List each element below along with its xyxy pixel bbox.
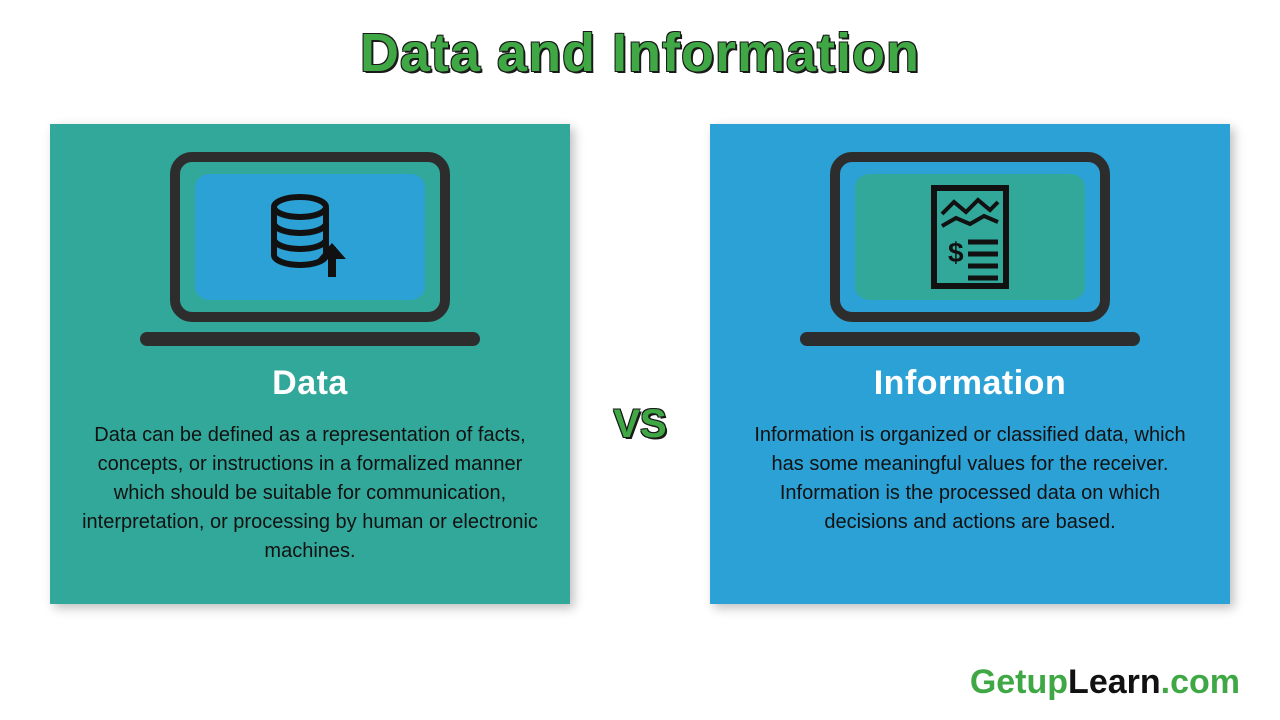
information-body-text: Information is organized or classified d… <box>742 421 1198 537</box>
information-card: $ Information Information is organized o… <box>710 124 1230 604</box>
watermark-part1: Getup <box>970 663 1068 701</box>
comparison-row: Data Data can be defined as a representa… <box>0 84 1280 604</box>
laptop-screen <box>195 174 425 300</box>
laptop-illustration-left <box>140 152 480 346</box>
data-heading: Data <box>272 364 348 403</box>
laptop-frame: $ <box>830 152 1110 322</box>
data-card: Data Data can be defined as a representa… <box>50 124 570 604</box>
database-upload-icon <box>260 187 360 287</box>
laptop-illustration-right: $ <box>800 152 1140 346</box>
page-title: Data and Information <box>0 0 1280 84</box>
laptop-frame <box>170 152 450 322</box>
laptop-screen: $ <box>855 174 1085 300</box>
watermark-part3: .com <box>1161 663 1240 701</box>
svg-text:$: $ <box>948 237 964 268</box>
laptop-base <box>140 332 480 346</box>
data-body-text: Data can be defined as a representation … <box>82 421 538 566</box>
laptop-base <box>800 332 1140 346</box>
vs-divider: VS <box>613 402 666 447</box>
report-chart-icon: $ <box>920 182 1020 292</box>
information-heading: Information <box>874 364 1066 403</box>
watermark: GetupLearn.com <box>970 663 1240 702</box>
watermark-part2: Learn <box>1068 663 1161 701</box>
